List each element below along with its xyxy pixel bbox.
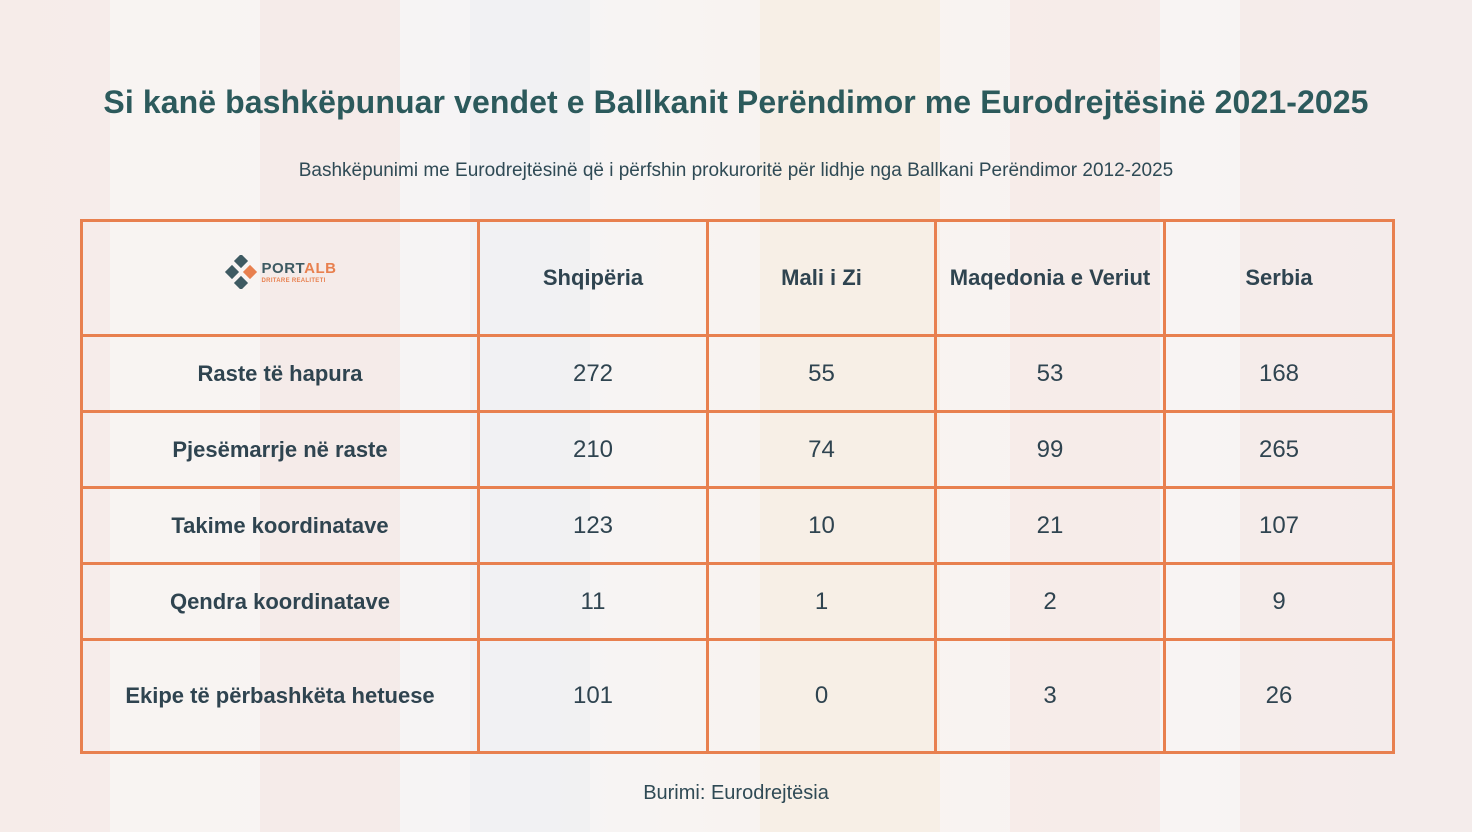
row-label: Takime koordinatave: [80, 486, 480, 565]
table-cell: 1: [706, 562, 937, 641]
row-label: Qendra koordinatave: [80, 562, 480, 641]
table-cell: 107: [1163, 486, 1395, 565]
data-table: PORTALB DRITARE REALITETI Shqipëria Mali…: [80, 219, 1395, 754]
page-title: Si kanë bashkëpunuar vendet e Ballkanit …: [103, 84, 1369, 120]
table-cell: 99: [934, 410, 1166, 489]
table-cell: 11: [477, 562, 709, 641]
table-cell: 265: [1163, 410, 1395, 489]
table-row: Ekipe të përbashkëta hetuese 101 0 3 26: [80, 638, 1395, 754]
column-header: Maqedonia e Veriut: [934, 219, 1166, 337]
column-header: Mali i Zi: [706, 219, 937, 337]
row-label: Raste të hapura: [80, 334, 480, 413]
logo-cell: PORTALB DRITARE REALITETI: [80, 219, 480, 337]
logo-name-part2: ALB: [304, 259, 337, 277]
table-cell: 210: [477, 410, 709, 489]
page-subtitle: Bashkëpunimi me Eurodrejtësinë që i përf…: [298, 160, 1174, 181]
column-header: Shqipëria: [477, 219, 709, 337]
row-label: Ekipe të përbashkëta hetuese: [80, 638, 480, 754]
column-header: Serbia: [1163, 219, 1395, 337]
table-row: Pjesëmarrje në raste 210 74 99 265: [80, 410, 1395, 489]
table-cell: 2: [934, 562, 1166, 641]
table-cell: 9: [1163, 562, 1395, 641]
table-cell: 123: [477, 486, 709, 565]
table-cell: 101: [477, 638, 709, 754]
logo-tagline: DRITARE REALITETI: [261, 277, 326, 284]
row-label: Pjesëmarrje në raste: [80, 410, 480, 489]
table-cell: 10: [706, 486, 937, 565]
table-cell: 0: [706, 638, 937, 754]
logo-name-part1: PORT: [261, 259, 305, 277]
table-cell: 26: [1163, 638, 1395, 754]
table-row: Raste të hapura 272 55 53 168: [80, 334, 1395, 413]
table-cell: 55: [706, 334, 937, 413]
table-row: Takime koordinatave 123 10 21 107: [80, 486, 1395, 565]
table-cell: 21: [934, 486, 1166, 565]
portalb-logo: PORTALB DRITARE REALITETI: [224, 255, 337, 289]
header-row: PORTALB DRITARE REALITETI Shqipëria Mali…: [80, 219, 1395, 337]
source-note: Burimi: Eurodrejtësia: [643, 782, 829, 804]
table-cell: 272: [477, 334, 709, 413]
table-cell: 74: [706, 410, 937, 489]
table-cell: 168: [1163, 334, 1395, 413]
portalb-logo-icon: [224, 255, 257, 289]
table-cell: 3: [934, 638, 1166, 754]
table-cell: 53: [934, 334, 1166, 413]
table-row: Qendra koordinatave 11 1 2 9: [80, 562, 1395, 641]
